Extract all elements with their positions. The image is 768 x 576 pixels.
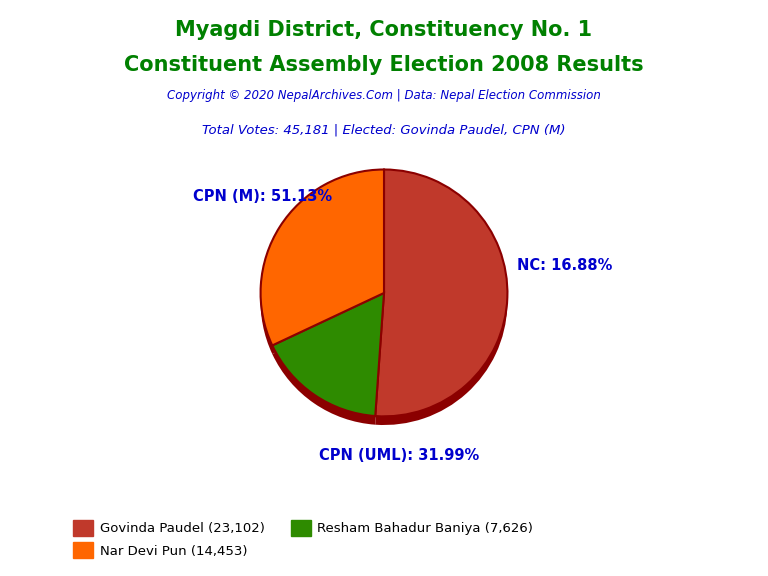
Text: NC: 16.88%: NC: 16.88%	[518, 258, 613, 273]
Text: Constituent Assembly Election 2008 Results: Constituent Assembly Election 2008 Resul…	[124, 55, 644, 75]
Wedge shape	[260, 178, 384, 354]
Wedge shape	[273, 293, 384, 416]
Wedge shape	[376, 169, 508, 416]
Wedge shape	[260, 169, 384, 346]
Legend: Govinda Paudel (23,102), Nar Devi Pun (14,453), Resham Bahadur Baniya (7,626): Govinda Paudel (23,102), Nar Devi Pun (1…	[68, 514, 538, 564]
Text: Myagdi District, Constituency No. 1: Myagdi District, Constituency No. 1	[175, 20, 593, 40]
Wedge shape	[273, 302, 384, 425]
Wedge shape	[376, 178, 508, 425]
Text: CPN (UML): 31.99%: CPN (UML): 31.99%	[319, 448, 479, 463]
Text: Total Votes: 45,181 | Elected: Govinda Paudel, CPN (M): Total Votes: 45,181 | Elected: Govinda P…	[202, 124, 566, 137]
Text: Copyright © 2020 NepalArchives.Com | Data: Nepal Election Commission: Copyright © 2020 NepalArchives.Com | Dat…	[167, 89, 601, 103]
Text: CPN (M): 51.13%: CPN (M): 51.13%	[193, 189, 332, 204]
